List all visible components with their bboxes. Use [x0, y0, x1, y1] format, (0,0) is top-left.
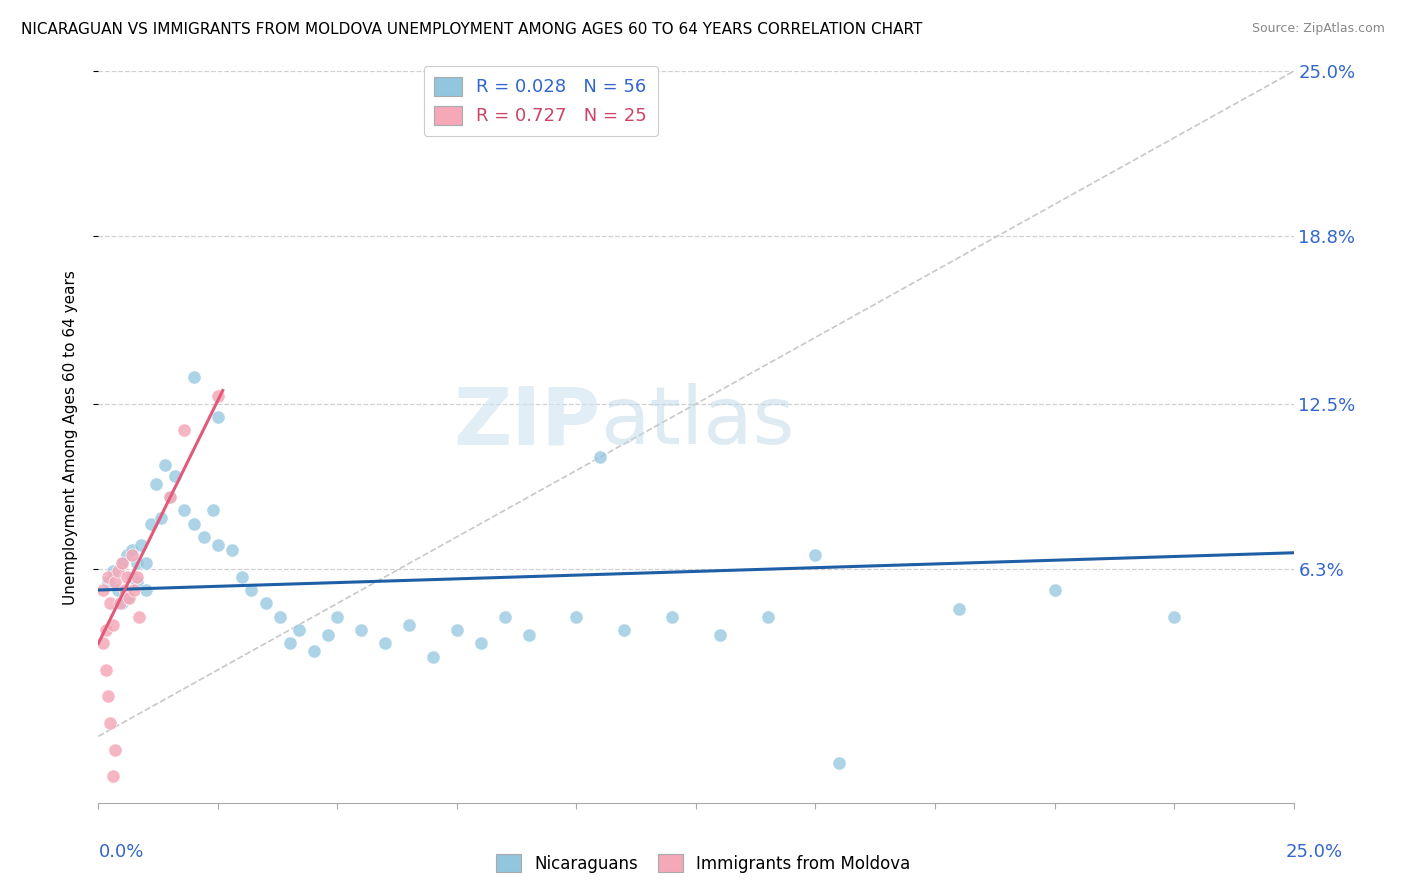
Point — [326, 609, 349, 624]
Point — [240, 582, 263, 597]
Point — [125, 570, 148, 584]
Point — [149, 511, 172, 525]
Point — [254, 596, 277, 610]
Point — [446, 623, 468, 637]
Point — [207, 538, 229, 552]
Legend: Nicaraguans, Immigrants from Moldova: Nicaraguans, Immigrants from Moldova — [489, 847, 917, 880]
Point — [193, 530, 215, 544]
Point — [94, 663, 117, 677]
Point — [155, 458, 177, 472]
Point — [97, 690, 120, 704]
Point — [98, 716, 122, 731]
Text: Source: ZipAtlas.com: Source: ZipAtlas.com — [1251, 22, 1385, 36]
Text: NICARAGUAN VS IMMIGRANTS FROM MOLDOVA UNEMPLOYMENT AMONG AGES 60 TO 64 YEARS COR: NICARAGUAN VS IMMIGRANTS FROM MOLDOVA UN… — [21, 22, 922, 37]
Point — [135, 582, 157, 597]
Point — [94, 623, 117, 637]
Point — [104, 575, 127, 590]
Point — [613, 623, 636, 637]
Point — [398, 617, 420, 632]
Point — [163, 468, 186, 483]
Point — [104, 742, 127, 756]
Point — [101, 565, 124, 579]
Point — [709, 628, 731, 642]
Text: atlas: atlas — [600, 384, 794, 461]
Point — [278, 636, 301, 650]
Point — [173, 424, 195, 438]
Point — [97, 570, 120, 584]
Point — [91, 582, 114, 597]
Point — [111, 557, 134, 571]
Point — [804, 549, 827, 563]
Point — [207, 389, 229, 403]
Point — [207, 410, 229, 425]
Point — [494, 609, 516, 624]
Point — [97, 575, 120, 590]
Point — [183, 370, 205, 384]
Point — [121, 543, 143, 558]
Point — [159, 490, 181, 504]
Point — [565, 609, 588, 624]
Point — [231, 570, 253, 584]
Point — [101, 617, 124, 632]
Y-axis label: Unemployment Among Ages 60 to 64 years: Unemployment Among Ages 60 to 64 years — [63, 269, 77, 605]
Point — [139, 516, 162, 531]
Point — [108, 596, 131, 610]
Point — [111, 557, 134, 571]
Point — [128, 609, 150, 624]
Point — [221, 543, 243, 558]
Point — [350, 623, 373, 637]
Point — [202, 503, 225, 517]
Point — [470, 636, 492, 650]
Point — [98, 596, 122, 610]
Point — [121, 570, 143, 584]
Point — [125, 557, 148, 571]
Point — [101, 769, 124, 783]
Point — [107, 565, 129, 579]
Point — [173, 503, 195, 517]
Text: 25.0%: 25.0% — [1285, 843, 1343, 861]
Point — [135, 557, 157, 571]
Point — [1043, 582, 1066, 597]
Point — [145, 476, 167, 491]
Point — [374, 636, 396, 650]
Point — [1163, 609, 1185, 624]
Point — [115, 591, 138, 605]
Point — [125, 575, 148, 590]
Point — [91, 636, 114, 650]
Legend: R = 0.028   N = 56, R = 0.727   N = 25: R = 0.028 N = 56, R = 0.727 N = 25 — [423, 66, 658, 136]
Point — [124, 582, 146, 597]
Point — [115, 549, 138, 563]
Point — [756, 609, 779, 624]
Point — [131, 538, 153, 552]
Point — [316, 628, 339, 642]
Point — [159, 490, 181, 504]
Text: ZIP: ZIP — [453, 384, 600, 461]
Point — [517, 628, 540, 642]
Point — [288, 623, 311, 637]
Point — [114, 582, 136, 597]
Point — [269, 609, 291, 624]
Point — [107, 582, 129, 597]
Point — [422, 649, 444, 664]
Point — [183, 516, 205, 531]
Point — [589, 450, 612, 464]
Point — [828, 756, 851, 770]
Point — [115, 570, 138, 584]
Point — [118, 591, 141, 605]
Point — [302, 644, 325, 658]
Point — [111, 596, 134, 610]
Point — [121, 549, 143, 563]
Point — [948, 601, 970, 615]
Point — [661, 609, 683, 624]
Text: 0.0%: 0.0% — [98, 843, 143, 861]
